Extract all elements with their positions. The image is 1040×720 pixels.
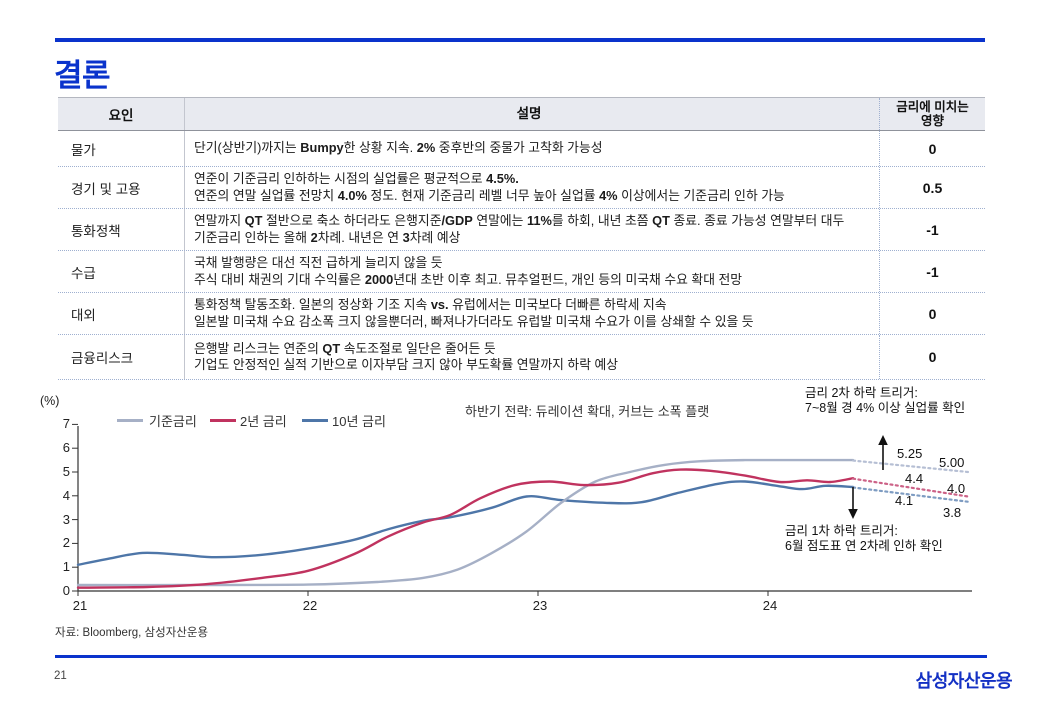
legend-swatch-0 [117,419,143,422]
value-label-mid-1: 4.4 [905,471,924,486]
x-tick-label: 23 [532,598,548,613]
header-effect: 금리에 미치는 영향 [880,98,985,130]
annotation-first-trigger-line2: 6월 점도표 연 2차례 인하 확인 [785,539,943,553]
down-arrow-head [848,509,858,519]
value-label-mid-2: 4.1 [895,493,914,508]
chart-axes [77,426,972,592]
value-label-mid-0: 5.25 [897,446,923,461]
description-cell: 은행발 리스크는 연준의 QT 속도조절로 일단은 줄어든 듯 기업도 안정적인 … [185,335,880,379]
table-row: 금융리스크 은행발 리스크는 연준의 QT 속도조절로 일단은 줄어든 듯 기업도 … [58,335,985,380]
chart-strategy-note: 하반기 전략: 듀레이션 확대, 커브는 소폭 플랫 [465,404,710,419]
top-accent-bar [55,38,985,42]
description-line: 연준의 연말 실업률 전망치 4.0% 정도. 현재 기준금리 레벨 너무 높아… [194,187,785,203]
description-line: 일본발 미국채 수요 감소폭 크지 않을뿐더러, 빠져나가더라도 유럽발 미국채… [194,313,754,329]
description-line: 국채 발행량은 대선 직전 급하게 늘리지 않을 듯 [194,255,443,270]
effect-cell: 0 [928,349,937,365]
y-tick-label: 6 [62,440,70,456]
table-header-row: 요인 설명 금리에 미치는 영향 [58,97,985,131]
effect-cell: -1 [926,263,939,280]
y-tick-label: 1 [62,559,70,575]
source-note: 자료: Bloomberg, 삼성자산운용 [55,627,209,639]
legend-swatch-2 [302,419,328,422]
x-tick-label: 22 [302,598,318,613]
legend-label-2: 10년 금리 [332,414,386,429]
y-tick-label: 7 [62,416,70,432]
table-row: 수급 국채 발행량은 대선 직전 급하게 늘리지 않을 듯 주식 대비 채권의 기대… [58,251,985,293]
description-line: 기업도 안정적인 실적 기반으로 이자부담 크지 않아 부도확률 연말까지 하락… [194,357,619,372]
bottom-accent-bar [55,655,987,658]
y-tick-label: 3 [62,511,70,527]
y-axis-unit-label: (%) [40,394,60,408]
effect-cell: 0.5 [922,179,943,196]
header-effect-line1: 금리에 미치는 [896,100,969,114]
description-cell: 단기(상반기)까지는 Bumpy한 상황 지속. 2% 중후반의 중물가 고착화… [185,131,880,166]
effect-cell: 0 [928,305,937,322]
table-row: 물가 단기(상반기)까지는 Bumpy한 상황 지속. 2% 중후반의 중물가 고… [58,131,985,167]
annotation-first-trigger-line1: 금리 1차 하락 트리거: [785,524,898,538]
description-line: 통화정책 탈동조화. 일본의 정상화 기조 지속 vs. 유럽에서는 미국보다 … [194,297,667,312]
legend-label-0: 기준금리 [149,414,197,429]
legend-label-1: 2년 금리 [240,414,287,429]
header-description: 설명 [185,98,880,130]
series-line-1 [76,468,855,589]
x-tick-label: 21 [72,598,88,613]
header-factor: 요인 [58,98,185,130]
up-arrow-head [878,435,888,445]
table-row: 통화정책 연말까지 QT 절반으로 축소 하더라도 은행지준/GDP 연말에는 1… [58,209,985,251]
series-line-0 [76,458,855,587]
annotation-second-trigger-line1: 금리 2차 하락 트리거: [805,386,918,400]
factor-cell: 금융리스크 [58,335,185,379]
factor-cell: 통화정책 [58,209,185,250]
factor-cell: 물가 [58,131,185,166]
description-line: 주식 대비 채권의 기대 수익률은 2000년대 초반 이후 최고. 뮤추얼펀드… [194,271,743,287]
value-label-end-0: 5.00 [939,455,965,470]
value-label-end-2: 3.8 [943,505,962,520]
description-line: 연준이 기준금리 인하하는 시점의 실업률은 평균적으로 4.5%. [194,171,519,186]
description-line: 단기(상반기)까지는 Bumpy한 상황 지속. 2% 중후반의 중물가 고착화… [194,140,603,156]
y-tick-label: 2 [62,535,70,551]
description-cell: 연말까지 QT 절반으로 축소 하더라도 은행지준/GDP 연말에는 11%를 … [185,209,880,250]
factors-table: 요인 설명 금리에 미치는 영향 물가 단기(상반기)까지는 Bumpy한 상황 지속. … [58,97,985,380]
x-tick-label: 24 [762,598,778,613]
effect-cell: -1 [926,221,939,238]
table-row: 대외 통화정책 탈동조화. 일본의 정상화 기조 지속 vs. 유럽에서는 미국보… [58,293,985,335]
page-number: 21 [54,670,67,682]
legend-swatch-1 [210,419,236,422]
page-title: 결론 [54,58,111,93]
description-line: 은행발 리스크는 연준의 QT 속도조절로 일단은 줄어든 듯 [194,340,496,356]
y-tick-label: 4 [62,487,70,503]
table-row: 경기 및 고용 연준이 기준금리 인하하는 시점의 실업률은 평균적으로 4.5%… [58,167,985,209]
series-line-2 [76,480,855,566]
effect-cell: 0 [928,140,937,157]
annotation-second-trigger-line2: 7~8월 경 4% 이상 실업률 확인 [805,401,966,415]
y-tick-label: 0 [62,583,70,598]
factor-cell: 대외 [58,293,185,334]
y-tick-label: 5 [62,464,70,479]
description-line: 연말까지 QT 절반으로 축소 하더라도 은행지준/GDP 연말에는 11%를 … [194,213,845,228]
description-cell: 통화정책 탈동조화. 일본의 정상화 기조 지속 vs. 유럽에서는 미국보다 … [185,293,880,334]
header-effect-line2: 영향 [920,114,944,128]
description-line: 기준금리 인하는 올해 2차례. 내년은 연 3차례 예상 [194,229,461,245]
description-cell: 연준이 기준금리 인하하는 시점의 실업률은 평균적으로 4.5%. 연준의 연말… [185,167,880,208]
description-cell: 국채 발행량은 대선 직전 급하게 늘리지 않을 듯 주식 대비 채권의 기대 수… [185,251,880,292]
value-label-end-1: 4.0 [947,481,966,496]
factor-cell: 수급 [58,251,185,292]
company-logo: 삼성자산운용 [915,671,1013,691]
factor-cell: 경기 및 고용 [58,167,185,208]
